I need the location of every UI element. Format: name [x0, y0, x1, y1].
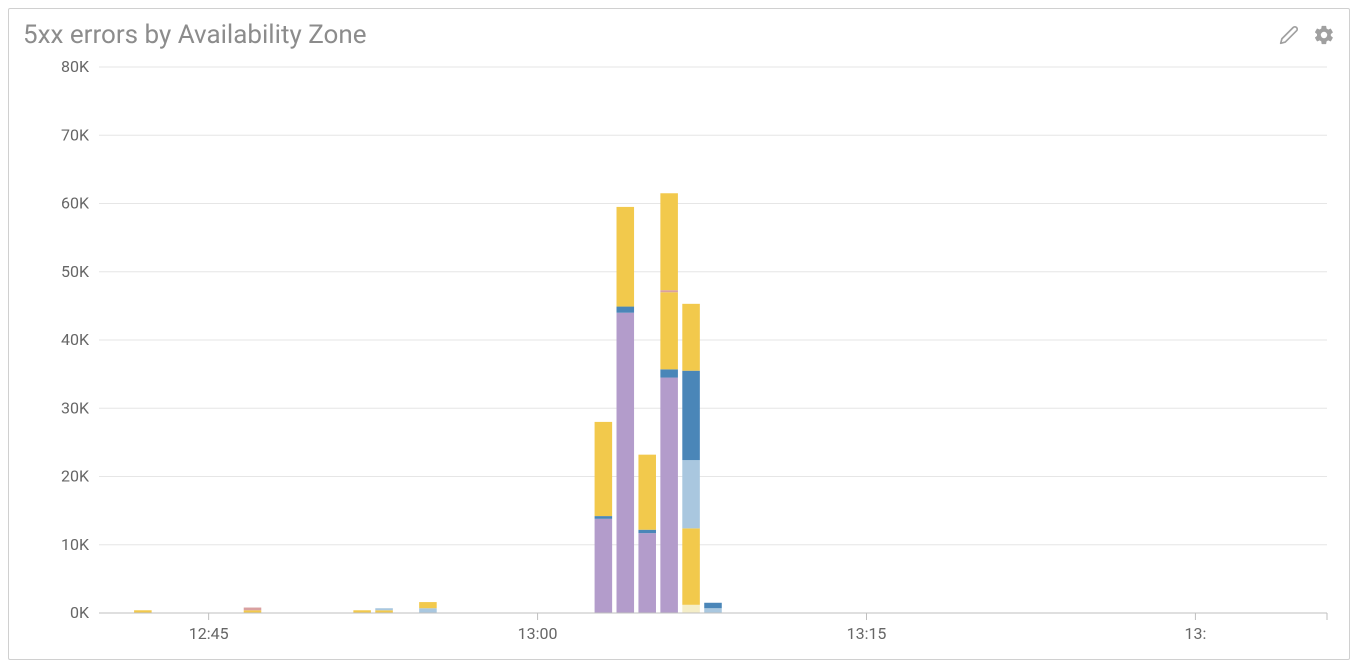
bar-segment [704, 608, 722, 613]
stacked-bar-chart: 0K10K20K30K40K50K60K70K80K12:4513:0013:1… [23, 61, 1337, 649]
bar-segment [682, 304, 700, 371]
bar-segment [660, 369, 678, 377]
x-tick-label: 13: [1184, 624, 1206, 643]
chart-area: 0K10K20K30K40K50K60K70K80K12:4513:0013:1… [23, 61, 1335, 647]
y-tick-label: 20K [61, 467, 90, 486]
bar-segment [660, 290, 678, 292]
panel-actions [1279, 24, 1335, 46]
panel-header: 5xx errors by Availability Zone [9, 9, 1349, 53]
bar-segment [617, 313, 635, 613]
bar-segment [660, 378, 678, 613]
x-tick-label: 12:45 [189, 624, 229, 643]
bar-segment [638, 533, 656, 613]
bar-segment [638, 530, 656, 533]
y-tick-label: 0K [70, 603, 90, 622]
x-tick-label: 13:00 [518, 624, 558, 643]
bar-segment [617, 207, 635, 307]
y-tick-label: 40K [61, 330, 90, 349]
bar-segment [419, 602, 437, 608]
bar-segment [682, 605, 700, 613]
bar-segment [682, 528, 700, 604]
bar-segment [419, 608, 437, 613]
bar-segment [660, 292, 678, 369]
gear-icon[interactable] [1313, 24, 1335, 46]
y-tick-label: 50K [61, 262, 90, 281]
chart-panel: 5xx errors by Availability Zone 0K 10K 20K… [8, 8, 1350, 660]
bar-segment [617, 307, 635, 313]
bar-segment [595, 519, 613, 613]
bar-segment [595, 516, 613, 519]
bar-segment [660, 193, 678, 290]
y-tick-label: 30K [61, 398, 90, 417]
bar-segment [595, 422, 613, 516]
panel-title: 5xx errors by Availability Zone [23, 20, 367, 50]
y-tick-label: 80K [61, 61, 90, 76]
y-tick-label: 60K [61, 194, 90, 213]
pencil-icon[interactable] [1279, 25, 1299, 45]
bar-segment [682, 460, 700, 528]
y-tick-label: 10K [61, 535, 90, 554]
bar-segment [682, 371, 700, 460]
bar-segment [375, 608, 393, 610]
bar-segment [704, 603, 722, 608]
x-tick-label: 13:15 [847, 624, 887, 643]
bar-segment [638, 455, 656, 530]
bar-segment [244, 608, 262, 611]
y-tick-label: 70K [61, 125, 90, 144]
